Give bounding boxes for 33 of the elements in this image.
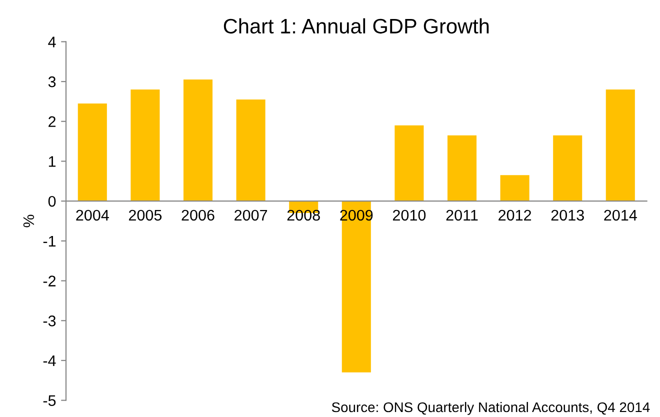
x-tick-label: 2013 — [551, 210, 584, 221]
bar — [394, 125, 424, 202]
x-tick-label: 2014 — [604, 210, 637, 221]
x-tick-label: 2005 — [128, 210, 162, 221]
bar — [500, 175, 530, 202]
bar — [342, 201, 371, 372]
x-tick-label: 2004 — [76, 210, 109, 221]
y-tick-label: -2 — [43, 276, 56, 286]
y-tick-label: -5 — [43, 395, 56, 406]
bar — [183, 80, 213, 202]
x-tick-label: 2012 — [498, 210, 532, 221]
y-axis-title: % — [23, 214, 34, 228]
y-tick-label: 1 — [48, 156, 56, 167]
bar — [447, 135, 477, 202]
chart-title: Chart 1: Annual GDP Growth — [224, 18, 489, 34]
bar — [130, 90, 160, 202]
y-tick-label: 2 — [48, 116, 56, 127]
y-tick-label: -4 — [43, 356, 56, 366]
y-tick-label: -3 — [43, 315, 56, 326]
y-tick-label: 0 — [48, 196, 56, 207]
y-tick-label: 3 — [48, 76, 56, 88]
x-tick-label: 2010 — [392, 210, 426, 221]
source-note: Source: ONS Quarterly National Accounts, Q4 2014 — [332, 402, 650, 415]
x-tick-label: 2006 — [182, 210, 214, 221]
bar — [78, 103, 107, 202]
x-tick-label: 2008 — [287, 210, 320, 221]
x-tick-label: 2007 — [234, 210, 268, 221]
bar — [606, 90, 635, 202]
x-tick-label: 2011 — [446, 210, 478, 221]
y-tick-label: -1 — [43, 236, 56, 246]
y-tick-label: 4 — [48, 36, 56, 48]
bar — [236, 99, 266, 202]
bar — [553, 135, 582, 202]
